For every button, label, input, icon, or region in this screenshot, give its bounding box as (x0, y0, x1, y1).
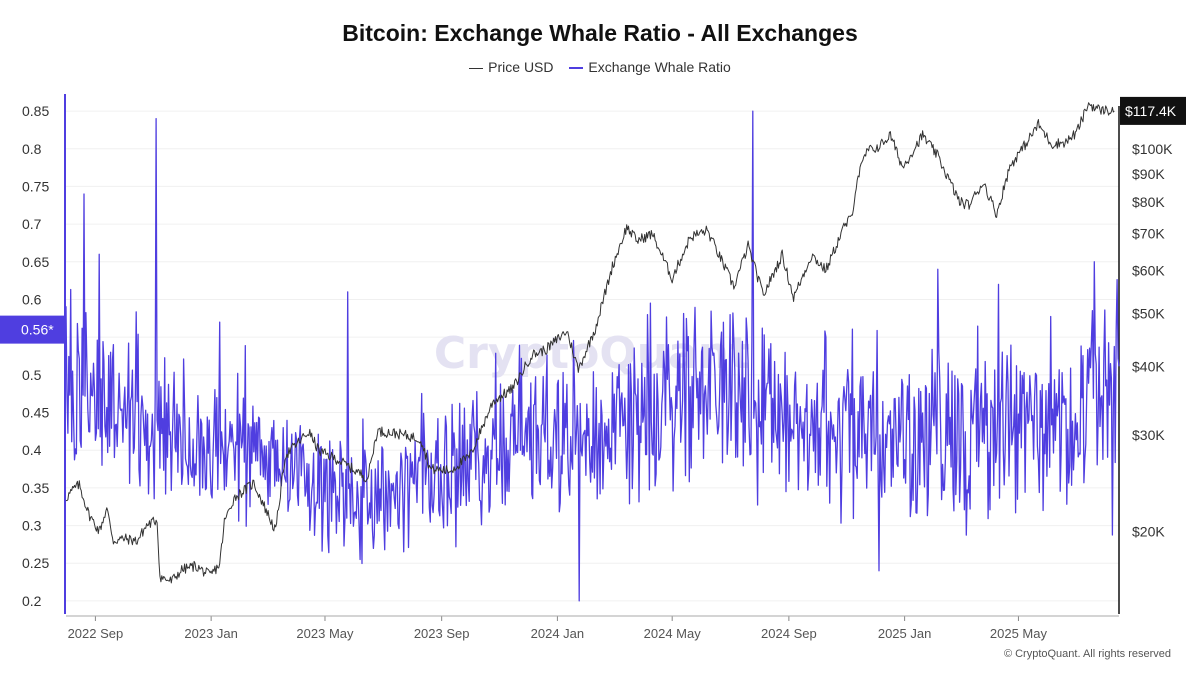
legend-label-price: Price USD (488, 59, 554, 75)
x-axis-tick: 2024 Sep (761, 626, 817, 641)
price-line[interactable] (65, 102, 1115, 584)
left-axis-tick: 0.8 (22, 141, 42, 157)
right-axis-tick: $100K (1132, 141, 1173, 157)
right-axis-tick: $30K (1132, 427, 1165, 443)
legend-label-whale-ratio: Exchange Whale Ratio (588, 59, 731, 75)
x-axis-tick: 2023 Sep (414, 626, 470, 641)
left-axis-tick: 0.35 (22, 480, 49, 496)
whale-ratio-line[interactable] (65, 110, 1120, 602)
right-current-label: $117.4K (1125, 103, 1177, 119)
left-axis-tick: 0.65 (22, 254, 49, 270)
left-axis-tick: 0.75 (22, 178, 49, 194)
right-axis-tick: $20K (1132, 523, 1165, 539)
left-current-label: 0.56* (21, 322, 54, 338)
left-axis-tick: 0.25 (22, 555, 49, 571)
chart-legend: Price USD Exchange Whale Ratio (0, 59, 1200, 75)
left-current-badge (0, 315, 64, 344)
x-axis-tick: 2024 Jan (531, 626, 585, 641)
legend-item-whale-ratio[interactable]: Exchange Whale Ratio (569, 59, 731, 75)
legend-item-price[interactable]: Price USD (469, 59, 554, 75)
left-axis-tick: 0.85 (22, 103, 49, 119)
left-axis-tick: 0.45 (22, 405, 49, 421)
chart-title: Bitcoin: Exchange Whale Ratio - All Exch… (342, 20, 858, 46)
right-axis-tick: $90K (1132, 166, 1165, 182)
right-axis-tick: $70K (1132, 226, 1165, 242)
x-axis-tick: 2025 May (990, 626, 1048, 641)
left-axis-tick: 0.4 (22, 442, 42, 458)
legend-swatch-whale-ratio (569, 67, 584, 70)
left-axis-tick: 0.6 (22, 291, 42, 307)
left-axis-tick: 0.5 (22, 367, 42, 383)
x-axis-tick: 2025 Jan (878, 626, 932, 641)
x-axis-tick: 2022 Sep (68, 626, 124, 641)
right-axis-tick: $60K (1132, 262, 1165, 278)
right-axis-tick: $80K (1132, 194, 1165, 210)
right-axis-tick: $40K (1132, 359, 1165, 375)
x-axis-tick: 2024 May (644, 626, 702, 641)
copyright-notice: © CryptoQuant. All rights reserved (1003, 648, 1171, 660)
legend-swatch-price (469, 67, 484, 69)
x-axis-tick: 2023 Jan (184, 626, 238, 641)
left-axis-tick: 0.3 (22, 518, 42, 534)
right-current-badge (1120, 96, 1186, 125)
right-axis-tick: $50K (1132, 306, 1165, 322)
left-axis-tick: 0.7 (22, 216, 42, 232)
x-axis-tick: 2023 May (296, 626, 354, 641)
left-axis-tick: 0.2 (22, 593, 42, 609)
